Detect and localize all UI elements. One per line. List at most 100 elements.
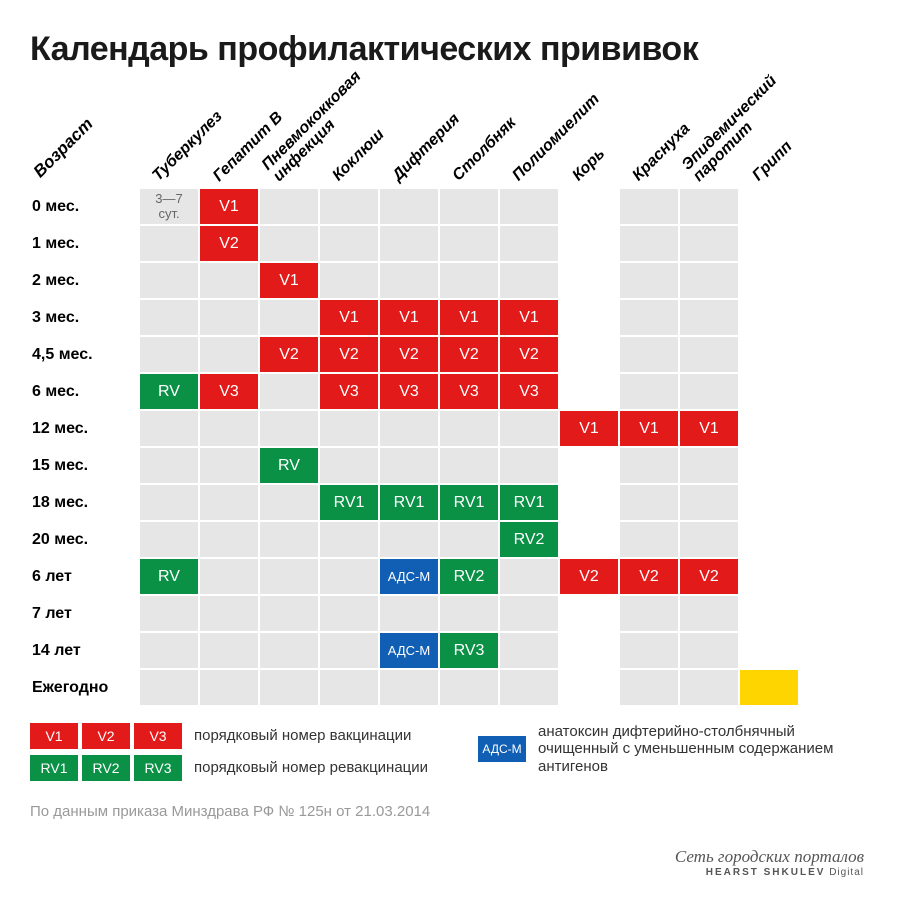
age-cell: Ежегодно <box>30 670 140 705</box>
age-cell: 1 мес. <box>30 226 140 261</box>
schedule-cell <box>320 670 378 705</box>
table-row: 6 мес.RVV3V3V3V3V3 <box>30 374 870 409</box>
schedule-cell <box>440 411 498 446</box>
schedule-cell <box>200 337 258 372</box>
schedule-cell: V1 <box>500 300 558 335</box>
schedule-cell: V2 <box>620 559 678 594</box>
age-cell: 3 мес. <box>30 300 140 335</box>
schedule-cell: V2 <box>320 337 378 372</box>
schedule-cell <box>560 596 618 631</box>
schedule-cell <box>140 485 198 520</box>
schedule-cell <box>680 596 738 631</box>
schedule-cell: RV1 <box>380 485 438 520</box>
schedule-cell: V2 <box>560 559 618 594</box>
age-cell: 15 мес. <box>30 448 140 483</box>
schedule-cell: V3 <box>380 374 438 409</box>
schedule-cell <box>440 189 498 224</box>
table-row: 1 мес.V2 <box>30 226 870 261</box>
schedule-cell: V3 <box>200 374 258 409</box>
age-cell: 6 лет <box>30 559 140 594</box>
schedule-cell <box>680 337 738 372</box>
schedule-cell <box>680 300 738 335</box>
schedule-cell <box>380 448 438 483</box>
schedule-cell <box>200 559 258 594</box>
table-row: 3 мес.V1V1V1V1 <box>30 300 870 335</box>
legend-vaccination: V1V2V3 порядковый номер вакцинации <box>30 723 428 749</box>
source-text: По данным приказа Минздрава РФ № 125н от… <box>30 803 870 820</box>
table-row: 18 мес.RV1RV1RV1RV1 <box>30 485 870 520</box>
schedule-cell <box>620 300 678 335</box>
schedule-cell: V1 <box>380 300 438 335</box>
schedule-cell <box>140 411 198 446</box>
schedule-cell <box>140 448 198 483</box>
schedule-cell <box>740 485 798 520</box>
schedule-cell <box>440 670 498 705</box>
schedule-cell <box>440 263 498 298</box>
schedule-cell <box>260 596 318 631</box>
table-row: 14 летАДС-МRV3 <box>30 633 870 668</box>
schedule-rows: 0 мес.3—7сут.V11 мес.V22 мес.V13 мес.V1V… <box>30 189 870 705</box>
schedule-cell <box>380 670 438 705</box>
table-row: 12 мес.V1V1V1 <box>30 411 870 446</box>
age-cell: 14 лет <box>30 633 140 668</box>
schedule-cell: RV2 <box>440 559 498 594</box>
legend-vaccination-text: порядковый номер вакцинации <box>194 727 411 744</box>
schedule-cell <box>680 263 738 298</box>
legend-swatch: V1 <box>30 723 78 749</box>
schedule-cell <box>620 374 678 409</box>
schedule-cell: V1 <box>260 263 318 298</box>
schedule-cell <box>680 448 738 483</box>
schedule-cell: V2 <box>500 337 558 372</box>
schedule-cell <box>740 670 798 705</box>
schedule-cell <box>320 522 378 557</box>
schedule-cell <box>740 411 798 446</box>
schedule-cell: RV2 <box>500 522 558 557</box>
schedule-cell: V1 <box>620 411 678 446</box>
age-cell: 0 мес. <box>30 189 140 224</box>
schedule-cell <box>740 522 798 557</box>
schedule-cell: V2 <box>680 559 738 594</box>
schedule-cell <box>260 485 318 520</box>
schedule-cell <box>740 189 798 224</box>
schedule-cell <box>200 670 258 705</box>
schedule-cell <box>440 596 498 631</box>
schedule-cell <box>500 226 558 261</box>
schedule-cell <box>560 226 618 261</box>
schedule-cell <box>680 670 738 705</box>
schedule-cell <box>680 485 738 520</box>
schedule-cell <box>140 226 198 261</box>
page-title: Календарь профилактических прививок <box>30 30 870 69</box>
schedule-cell <box>260 633 318 668</box>
schedule-cell <box>500 263 558 298</box>
brand-bottom: HEARST SHKULEV Digital <box>675 867 864 878</box>
schedule-cell <box>380 189 438 224</box>
schedule-cell <box>560 448 618 483</box>
schedule-cell <box>320 189 378 224</box>
schedule-cell: АДС-М <box>380 559 438 594</box>
schedule-cell <box>740 448 798 483</box>
table-row: 20 мес.RV2 <box>30 522 870 557</box>
column-header: Краснуха <box>629 120 694 185</box>
schedule-cell <box>320 596 378 631</box>
schedule-cell <box>320 263 378 298</box>
schedule-cell <box>260 300 318 335</box>
schedule-cell <box>620 448 678 483</box>
schedule-cell <box>500 596 558 631</box>
schedule-cell <box>380 411 438 446</box>
schedule-cell <box>140 633 198 668</box>
column-headers: Возраст ТуберкулезГепатит ВПневмококкова… <box>30 89 870 189</box>
schedule-cell <box>320 448 378 483</box>
schedule-cell <box>500 633 558 668</box>
schedule-cell: V2 <box>260 337 318 372</box>
schedule-cell: V1 <box>440 300 498 335</box>
schedule-cell: RV3 <box>440 633 498 668</box>
schedule-cell: V1 <box>320 300 378 335</box>
legend: V1V2V3 порядковый номер вакцинации RV1RV… <box>30 723 870 781</box>
legend-adsm: АДС-М анатоксин дифтерийно-столбнячный о… <box>478 723 848 775</box>
schedule-cell <box>620 670 678 705</box>
table-row: 4,5 мес.V2V2V2V2V2 <box>30 337 870 372</box>
schedule-cell <box>260 522 318 557</box>
schedule-cell <box>500 670 558 705</box>
schedule-cell <box>200 448 258 483</box>
legend-swatch: RV3 <box>134 755 182 781</box>
